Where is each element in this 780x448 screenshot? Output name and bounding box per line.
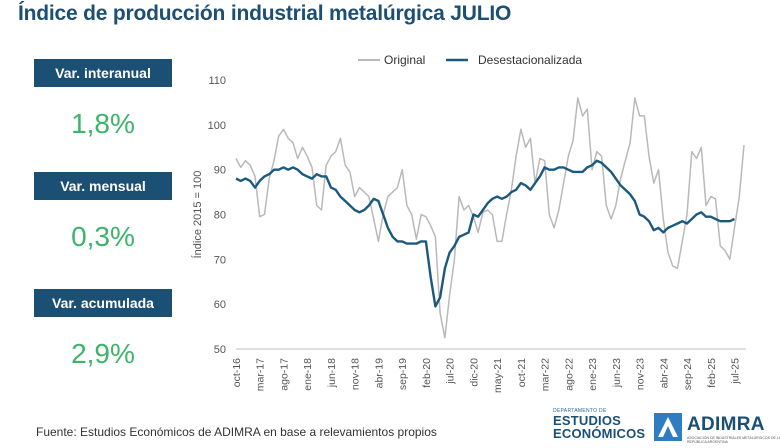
series-line-desestacionalizada: [235, 159, 736, 308]
dept-logo-small: DEPARTAMENTO DE: [553, 408, 607, 414]
x-tick-label: ago-17: [278, 358, 290, 391]
x-tick-label: abr-19: [373, 358, 385, 389]
source-note: Fuente: Estudios Económicos de ADIMRA en…: [36, 425, 437, 439]
x-tick-label: ago-22: [563, 358, 575, 391]
adimra-tagline: ASOCIACIÓN DE INDUSTRIALES METALÚRGICOS …: [687, 436, 780, 444]
x-tick-label: may-21: [492, 358, 504, 393]
x-tick-label: jun-23: [611, 358, 623, 388]
kpi-label-acumulada: Var. acumulada: [34, 289, 172, 317]
y-tick-label: 80: [214, 210, 226, 222]
kpi-label-mensual: Var. mensual: [34, 172, 172, 200]
industrial-index-chart: 50 60 70 80 90 100 110 Índice 2015 = 100 oct-16 m…: [191, 53, 746, 393]
y-tick-label: 50: [214, 344, 226, 356]
kpi-label-interanual: Var. interanual: [34, 59, 172, 87]
kpi-value-interanual: 1,8%: [71, 108, 135, 139]
x-tick-label: feb-25: [706, 358, 718, 388]
kpi-value-acumulada: 2,9%: [71, 338, 135, 369]
x-tick-label: feb-20: [421, 358, 433, 388]
adimra-mark-icon: [654, 413, 682, 441]
x-tick-label: oct-21: [516, 358, 528, 387]
dept-logo-line1: ESTUDIOS: [553, 413, 622, 428]
y-tick-label: 60: [214, 299, 226, 311]
y-tick-label: 70: [214, 254, 226, 266]
page-title: Índice de producción industrial metalúrg…: [18, 2, 512, 25]
x-tick-label: sep-24: [682, 358, 694, 390]
y-tick-label: 110: [208, 75, 226, 87]
adimra-wordmark: ADIMRA: [687, 414, 765, 435]
x-tick-label: ene-18: [302, 358, 314, 391]
dept-logo: DEPARTAMENTO DE ESTUDIOS ECONÓMICOS: [553, 408, 645, 440]
y-tick-label: 90: [214, 165, 226, 177]
legend-label: Original: [384, 53, 425, 67]
x-tick-label: jul-25: [730, 358, 742, 385]
dept-logo-line2: ECONÓMICOS: [553, 426, 646, 441]
x-tick-label: ene-23: [587, 358, 599, 391]
x-tick-label: nov-23: [635, 358, 647, 390]
kpi-value-mensual: 0,3%: [71, 221, 135, 252]
x-tick-label: jul-20: [445, 358, 457, 385]
x-tick-label: oct-16: [231, 358, 243, 387]
x-tick-label: mar-22: [540, 358, 552, 391]
x-tick-label: abr-24: [658, 358, 670, 389]
x-tick-label: jun-18: [326, 358, 338, 388]
y-axis-title: Índice 2015 = 100: [191, 171, 204, 259]
x-tick-label: dic-20: [468, 358, 480, 387]
y-tick-label: 100: [208, 120, 226, 132]
x-tick-label: nov-18: [350, 358, 362, 390]
series-line-original: [235, 97, 745, 339]
legend-label: Desestacionalizada: [478, 53, 582, 67]
x-tick-label: sep-19: [397, 358, 409, 390]
x-tick-label: mar-17: [255, 358, 267, 391]
